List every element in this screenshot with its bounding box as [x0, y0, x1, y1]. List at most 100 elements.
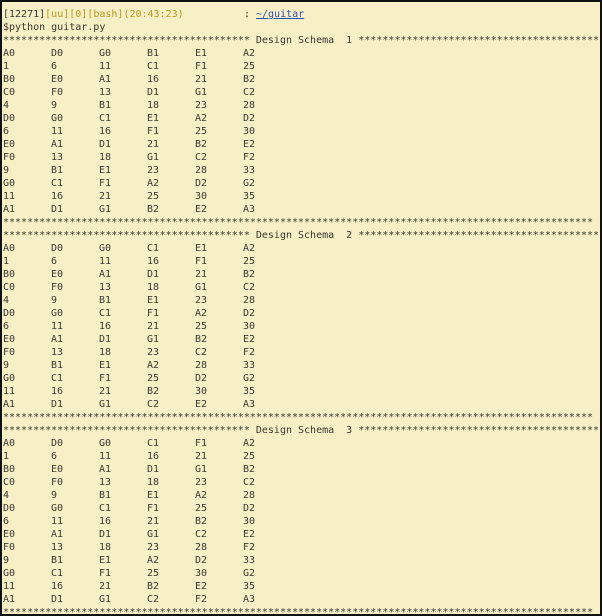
cell: E0: [51, 269, 64, 280]
cell: A2: [147, 360, 160, 371]
schema-row: G0 C1 F1 A2 D2 G2: [3, 177, 600, 190]
cell: 21: [195, 74, 208, 85]
cell: 28: [195, 542, 208, 553]
cell: G2: [243, 568, 256, 579]
cell: 28: [243, 100, 256, 111]
cell: 18: [147, 282, 160, 293]
schema-row: 1 6 11 16 21 25: [3, 450, 600, 463]
schema-row: A1 D1 G1 C2 F2 A3: [3, 593, 600, 606]
cell: A1: [3, 204, 16, 215]
schema-row: F0 13 18 23 C2 F2: [3, 346, 600, 359]
cell: 11: [3, 386, 16, 397]
cell: D0: [51, 438, 64, 449]
schema-row: 9 B1 E1 A2 D2 33: [3, 554, 600, 567]
cell: 6: [3, 321, 10, 332]
cell: D0: [51, 48, 64, 59]
cell: G1: [99, 204, 112, 215]
cell: 9: [51, 490, 58, 501]
cell: C2: [147, 399, 160, 410]
path[interactable]: ~/guitar: [256, 9, 305, 20]
cell: 11: [99, 61, 112, 72]
cell: 16: [99, 126, 112, 137]
cell: F1: [195, 61, 208, 72]
cell: 18: [147, 100, 160, 111]
cell: 9: [3, 165, 10, 176]
cell: 13: [51, 542, 64, 553]
user: [uu]: [45, 9, 70, 20]
cell: 16: [147, 451, 160, 462]
cell: 30: [243, 126, 256, 137]
cell: 21: [195, 451, 208, 462]
cell: 30: [195, 191, 208, 202]
cell: D1: [99, 334, 112, 345]
cell: A3: [243, 399, 256, 410]
cell: F2: [243, 152, 256, 163]
cell: B0: [3, 269, 16, 280]
cell: E1: [99, 555, 112, 566]
cell: D2: [243, 113, 256, 124]
cell: 35: [243, 581, 256, 592]
cell: C2: [243, 282, 256, 293]
cell: A1: [99, 74, 112, 85]
cell: 21: [147, 516, 160, 527]
cell: E0: [3, 334, 16, 345]
cell: 16: [51, 386, 64, 397]
cell: B2: [243, 464, 256, 475]
cell: G2: [243, 178, 256, 189]
cell: G0: [51, 308, 64, 319]
cell: A3: [243, 204, 256, 215]
cell: 6: [3, 516, 10, 527]
cell: B2: [195, 516, 208, 527]
schema-row: 1 6 11 C1 F1 25: [3, 60, 600, 73]
job-num: [0]: [69, 9, 88, 20]
cell: B1: [99, 490, 112, 501]
cell: A1: [51, 334, 64, 345]
cell: B1: [147, 48, 160, 59]
cell: B2: [243, 269, 256, 280]
cell: E2: [195, 399, 208, 410]
cell: 16: [51, 191, 64, 202]
pid: [12271]: [3, 9, 46, 20]
cell: 9: [3, 360, 10, 371]
cell: 11: [99, 256, 112, 267]
prompt-line: [12271][uu][0][bash](20:43:23): ~/guitar: [3, 8, 304, 21]
schema-row: 9 B1 E1 A2 28 33: [3, 359, 600, 372]
cell: 9: [51, 295, 58, 306]
cell: 25: [195, 126, 208, 137]
cell: E1: [195, 243, 208, 254]
cell: C0: [3, 282, 16, 293]
cell: 11: [3, 581, 16, 592]
cell: 33: [243, 165, 256, 176]
cell: F1: [195, 438, 208, 449]
schema-row: 6 11 16 F1 25 30: [3, 125, 600, 138]
schema-row: C0 F0 13 18 G1 C2: [3, 281, 600, 294]
cell: D1: [51, 594, 64, 605]
cell: 23: [195, 100, 208, 111]
cell: 13: [51, 347, 64, 358]
cell: 21: [99, 191, 112, 202]
schema-row: 6 11 16 21 25 30: [3, 320, 600, 333]
schema-row: 11 16 21 B2 E2 35: [3, 580, 600, 593]
schema-row: D0 G0 C1 F1 A2 D2: [3, 307, 600, 320]
schema-row: A0 D0 G0 C1 F1 A2: [3, 437, 600, 450]
schema-row: A0 D0 G0 B1 E1 A2: [3, 47, 600, 60]
cell: A2: [147, 178, 160, 189]
cell: C2: [243, 477, 256, 488]
cell: 16: [99, 321, 112, 332]
schema-row: 1 6 11 16 F1 25: [3, 255, 600, 268]
cell: F0: [51, 282, 64, 293]
cell: 23: [147, 542, 160, 553]
cell: 6: [3, 126, 10, 137]
cell: 18: [147, 477, 160, 488]
cell: G0: [51, 113, 64, 124]
cell: B2: [147, 204, 160, 215]
cell: G0: [99, 48, 112, 59]
cell: 13: [51, 152, 64, 163]
cell: 33: [243, 555, 256, 566]
shell: [bash]: [87, 9, 124, 20]
cell: F0: [3, 542, 16, 553]
cell: 25: [147, 373, 160, 384]
cell: 4: [3, 100, 10, 111]
cell: D2: [195, 178, 208, 189]
cell: G1: [195, 282, 208, 293]
